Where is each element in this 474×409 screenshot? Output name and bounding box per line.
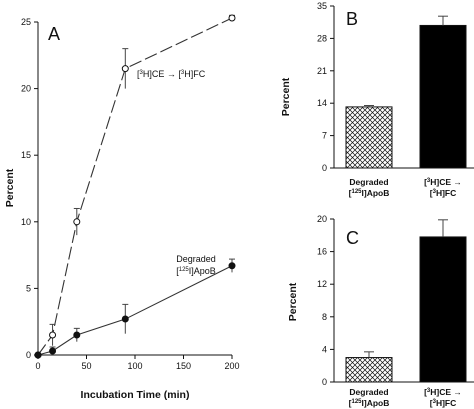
panel-a-ytick-label: 5 bbox=[26, 283, 31, 293]
panel-a-series-2-point bbox=[34, 351, 42, 359]
panel-b-bar-chart: B Percent 0 7 14 21 28 35 Degraded [125I]ApoB… bbox=[280, 1, 474, 198]
panel-c-ytick-label: 20 bbox=[317, 214, 327, 224]
panel-c-bar-1 bbox=[345, 357, 393, 383]
panel-c-ylabel: Percent bbox=[287, 282, 299, 321]
panel-c-ytick-label: 16 bbox=[317, 247, 327, 257]
panel-a-ylabel: Percent bbox=[4, 168, 16, 207]
panel-c-ytick-label: 12 bbox=[317, 279, 327, 289]
panel-b-ytick-label: 28 bbox=[317, 33, 327, 43]
panel-c-cat2-line1: [3H]CE → bbox=[424, 387, 462, 397]
panel-a-ytick-label: 15 bbox=[21, 150, 31, 160]
panel-b-bar-1 bbox=[345, 106, 393, 169]
panel-a-xtick-label: 50 bbox=[81, 361, 91, 371]
panel-b-cat2-line2: [3H]FC bbox=[430, 188, 457, 198]
panel-a-series-label-ce-fc: [3H]CE → [3H]FC bbox=[137, 69, 206, 79]
panel-b-ytick-label: 7 bbox=[322, 131, 327, 141]
panel-b-ytick-label: 14 bbox=[317, 98, 327, 108]
panel-a-series-label-apob-line1: Degraded bbox=[176, 254, 216, 264]
panel-c-category-labels: Degraded [125I]ApoB [3H]CE → [3H]FC bbox=[349, 387, 462, 408]
panel-b-cat2-line1: [3H]CE → bbox=[424, 177, 462, 187]
panel-a-series-2-point bbox=[73, 331, 81, 339]
panel-a-line-chart: A Percent Incubation Time (min) 0 5 10 15 20… bbox=[4, 14, 240, 401]
panel-a-series-1-point bbox=[73, 218, 81, 226]
panel-b-category-labels: Degraded [125I]ApoB [3H]CE → [3H]FC bbox=[349, 177, 462, 198]
panel-a-series-2-point bbox=[228, 262, 236, 270]
panel-c-ytick-label: 0 bbox=[322, 377, 327, 387]
panel-a-series-2-point bbox=[121, 315, 129, 323]
panel-c-cat1-line1: Degraded bbox=[349, 387, 388, 397]
panel-a-ytick-label: 25 bbox=[21, 17, 31, 27]
panel-b-ylabel: Percent bbox=[280, 77, 292, 116]
panel-a-xtick-label: 100 bbox=[127, 361, 142, 371]
panel-a-series-1-point bbox=[49, 331, 57, 339]
panel-b-ytick-label: 35 bbox=[317, 1, 327, 11]
panel-a-letter: A bbox=[48, 24, 60, 44]
panel-a-series-1-point bbox=[121, 65, 129, 73]
panel-c-ytick-label: 8 bbox=[322, 312, 327, 322]
panel-c-letter: C bbox=[346, 228, 359, 248]
panel-c-cat1-line2: [125I]ApoB bbox=[349, 398, 390, 408]
panel-a-ytick-label: 0 bbox=[26, 350, 31, 360]
panel-c-bar-2 bbox=[419, 236, 467, 383]
panel-b-letter: B bbox=[346, 9, 358, 29]
panel-b-cat1-line1: Degraded bbox=[349, 177, 388, 187]
panel-a-xlabel: Incubation Time (min) bbox=[81, 389, 190, 401]
panel-c-cat2-line2: [3H]FC bbox=[430, 398, 457, 408]
panel-a-xtick-label: 200 bbox=[224, 361, 239, 371]
panel-b-cat1-line2: [125I]ApoB bbox=[349, 188, 390, 198]
panel-a-xtick-label: 0 bbox=[35, 361, 40, 371]
panel-b-ytick-label: 21 bbox=[317, 66, 327, 76]
panel-a-ytick-label: 20 bbox=[21, 84, 31, 94]
panel-a-series-2-point bbox=[49, 347, 57, 355]
panel-a-series-2-line bbox=[37, 265, 233, 356]
panel-c-bar-chart: C Percent 0 4 8 12 16 20 Degraded [125I]ApoB … bbox=[287, 214, 474, 408]
panel-a-xtick-label: 150 bbox=[176, 361, 191, 371]
panel-a-series-label-apob-line2: [125I]ApoB bbox=[176, 266, 216, 276]
panel-b-ytick-label: 0 bbox=[322, 163, 327, 173]
panel-a-series-1-point bbox=[228, 14, 236, 22]
panel-a-ytick-label: 10 bbox=[21, 217, 31, 227]
panel-c-ytick-label: 4 bbox=[322, 344, 327, 354]
panel-b-bar-2 bbox=[419, 24, 467, 169]
